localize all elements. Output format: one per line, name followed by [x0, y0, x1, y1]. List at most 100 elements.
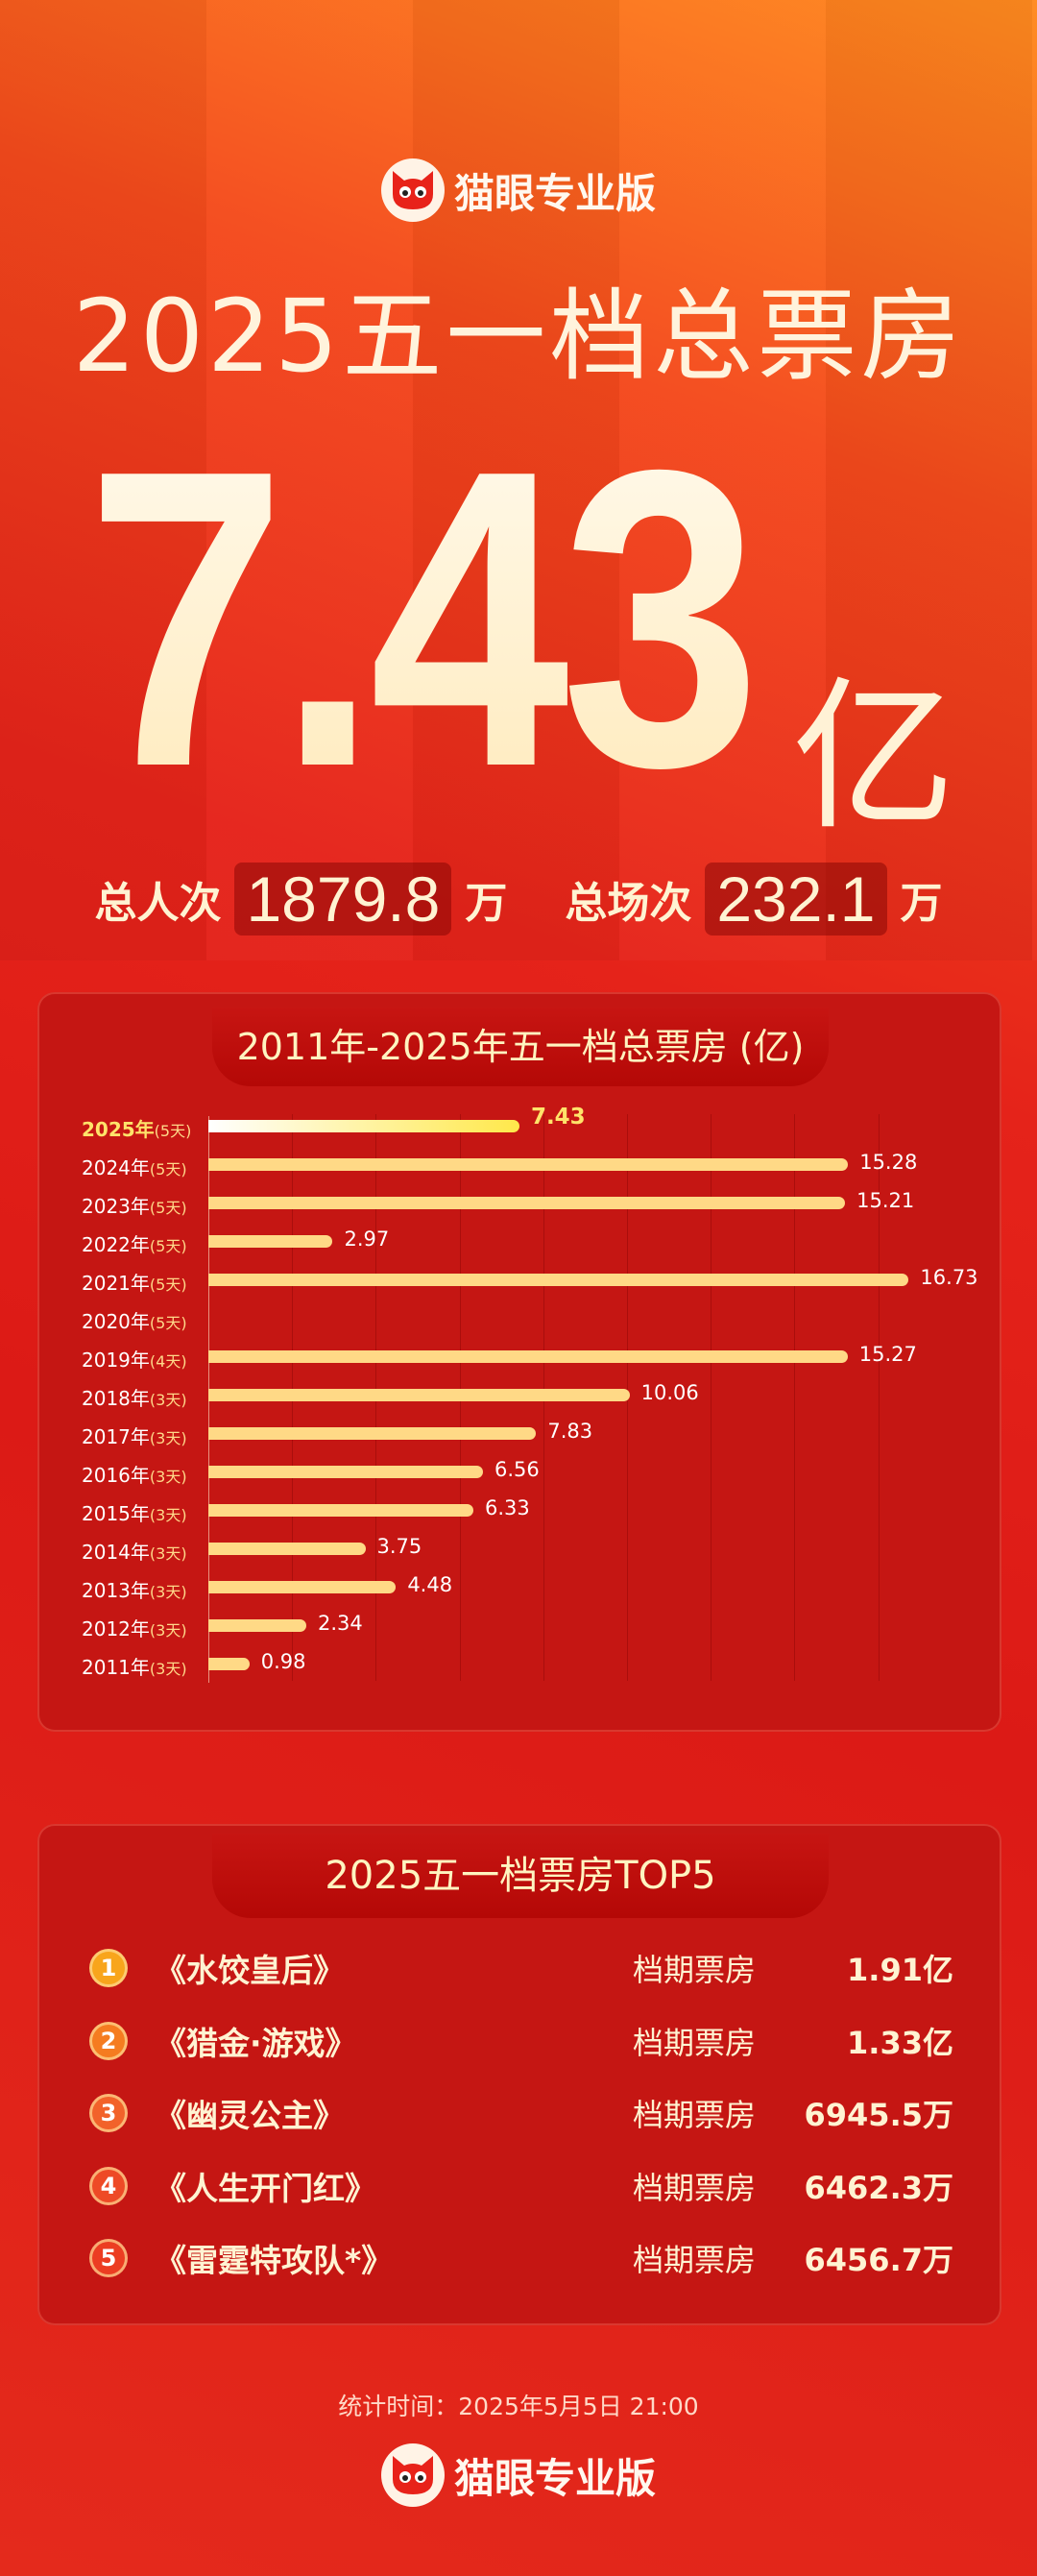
category-label: 2019年(4天) — [82, 1349, 187, 1372]
bar — [208, 1350, 848, 1363]
top5-row: 2 《猎金·游戏》 档期票房 1.33亿 — [39, 2012, 1003, 2070]
gridline — [878, 1114, 880, 1681]
bar — [208, 1158, 849, 1171]
cat-logo-icon — [380, 2443, 445, 2507]
total-box-office: 7.43 — [86, 377, 760, 862]
category-label: 2011年(3天) — [82, 1656, 187, 1679]
value-label: 6.33 — [484, 1496, 530, 1519]
bar — [208, 1543, 366, 1555]
chart-row: 2023年(5天) 15.21 — [37, 1183, 1001, 1222]
value-label: 15.21 — [856, 1189, 915, 1212]
bar — [208, 1427, 537, 1440]
category-label: 2015年(3天) — [82, 1502, 187, 1525]
top5-row: 4 《人生开门红》 档期票房 6462.3万 — [39, 2157, 1003, 2215]
footer-brand-logo: 猫眼专业版 — [0, 2442, 1037, 2509]
top5-row: 1 《水饺皇后》 档期票房 1.91亿 — [39, 1939, 1003, 1997]
bar — [208, 1274, 909, 1286]
bar — [208, 1581, 397, 1593]
metric-label: 档期票房 — [633, 1952, 757, 1988]
stat-time: 统计时间：2025年5月5日 21:00 — [338, 2393, 699, 2420]
total-unit: 亿 — [792, 663, 956, 853]
chart-row: 2024年(5天) 15.28 — [37, 1145, 1001, 1183]
value-label: 2.97 — [344, 1227, 390, 1251]
value-label: 4.48 — [407, 1573, 453, 1596]
top5-row: 3 《幽灵公主》 档期票房 6945.5万 — [39, 2084, 1003, 2142]
metric-label: 档期票房 — [633, 2169, 757, 2206]
box-office-value: 6456.7万 — [804, 2242, 954, 2278]
value-label: 15.27 — [858, 1343, 917, 1366]
brand-name: 猫眼专业版 — [453, 169, 656, 217]
value-label: 2.34 — [318, 1612, 363, 1635]
box-office-value: 6945.5万 — [804, 2097, 954, 2133]
page-title: 2025五一档总票房 — [72, 278, 965, 395]
bar — [208, 1619, 307, 1632]
rank-badge: 3 — [89, 2094, 128, 2132]
metric-label: 档期票房 — [633, 2242, 757, 2278]
value-label: 6.56 — [494, 1458, 540, 1481]
bar — [208, 1658, 250, 1670]
stat-unit: 万 — [900, 879, 943, 928]
bar — [208, 1120, 519, 1132]
category-label: 2014年(3天) — [82, 1541, 187, 1564]
category-label: 2021年(5天) — [82, 1272, 187, 1295]
value-label: 7.83 — [547, 1420, 593, 1443]
brand-name: 猫眼专业版 — [453, 2454, 656, 2502]
stat-label: 总人次 — [94, 879, 222, 928]
category-label: 2013年(3天) — [82, 1579, 187, 1602]
category-label: 2025年(5天) — [82, 1118, 192, 1141]
stat-value: 1879.8 — [234, 863, 452, 936]
chart-title: 2011年-2025年五一档总票房 (亿) — [212, 1008, 829, 1086]
category-label: 2018年(3天) — [82, 1387, 187, 1410]
rank-badge: 5 — [89, 2239, 128, 2277]
stat-unit: 万 — [465, 879, 508, 928]
top5-row: 5 《雷霆特攻队*》 档期票房 6456.7万 — [39, 2229, 1003, 2287]
chart-row: 2020年(5天) — [37, 1299, 1001, 1337]
bar — [208, 1504, 473, 1517]
value-label: 15.28 — [859, 1151, 918, 1174]
box-office-value: 6462.3万 — [804, 2169, 954, 2206]
chart-row: 2016年(3天) 6.56 — [37, 1452, 1001, 1491]
category-label: 2024年(5天) — [82, 1156, 187, 1179]
stat-value: 232.1 — [705, 863, 887, 936]
bar — [208, 1466, 484, 1478]
bar — [208, 1197, 846, 1209]
brand-logo: 猫眼专业版 — [0, 157, 1037, 224]
top5-card: 2025五一档票房TOP5 1 《水饺皇后》 档期票房 1.91亿 2 《猎金·游戏》 档期… — [37, 1824, 1001, 2325]
chart-row: 2019年(4天) 15.27 — [37, 1337, 1001, 1375]
category-label: 2012年(3天) — [82, 1617, 187, 1640]
rank-badge: 4 — [89, 2166, 128, 2205]
top5-title: 2025五一档票房TOP5 — [212, 1834, 829, 1918]
rank-badge: 2 — [89, 2021, 128, 2060]
bar — [208, 1235, 333, 1248]
value-label: 16.73 — [920, 1266, 978, 1289]
rank-badge: 1 — [89, 1949, 128, 1987]
category-label: 2023年(5天) — [82, 1195, 187, 1218]
bar — [208, 1389, 630, 1401]
movie-title: 《水饺皇后》 — [155, 1952, 345, 1989]
chart-row: 2013年(3天) 4.48 — [37, 1567, 1001, 1606]
value-label: 0.98 — [260, 1650, 306, 1673]
stats-row: 总人次 1879.8 万 总场次 232.1 万 — [0, 863, 1037, 936]
chart-row: 2022年(5天) 2.97 — [37, 1222, 1001, 1260]
cat-logo-icon — [380, 158, 445, 222]
chart-row: 2021年(5天) 16.73 — [37, 1260, 1001, 1299]
chart-row: 2018年(3天) 10.06 — [37, 1375, 1001, 1414]
poster-background — [0, 0, 1037, 960]
value-label: 3.75 — [376, 1535, 422, 1558]
chart-row: 2012年(3天) 2.34 — [37, 1606, 1001, 1644]
movie-title: 《幽灵公主》 — [155, 2097, 345, 2134]
category-label: 2022年(5天) — [82, 1233, 187, 1256]
movie-title: 《雷霆特攻队*》 — [155, 2242, 394, 2279]
value-label: 7.43 — [530, 1105, 586, 1130]
chart-row: 2017年(3天) 7.83 — [37, 1414, 1001, 1452]
value-label: 10.06 — [640, 1381, 699, 1404]
gridline — [794, 1114, 796, 1681]
chart-row: 2015年(3天) 6.33 — [37, 1491, 1001, 1529]
box-office-value: 1.91亿 — [847, 1952, 953, 1988]
category-label: 2016年(3天) — [82, 1464, 187, 1487]
chart-row: 2014年(3天) 3.75 — [37, 1529, 1001, 1567]
chart-row: 2011年(3天) 0.98 — [37, 1644, 1001, 1683]
movie-title: 《人生开门红》 — [155, 2169, 376, 2207]
chart-row: 2025年(5天) 7.43 — [37, 1105, 1001, 1145]
category-label: 2017年(3天) — [82, 1425, 187, 1448]
